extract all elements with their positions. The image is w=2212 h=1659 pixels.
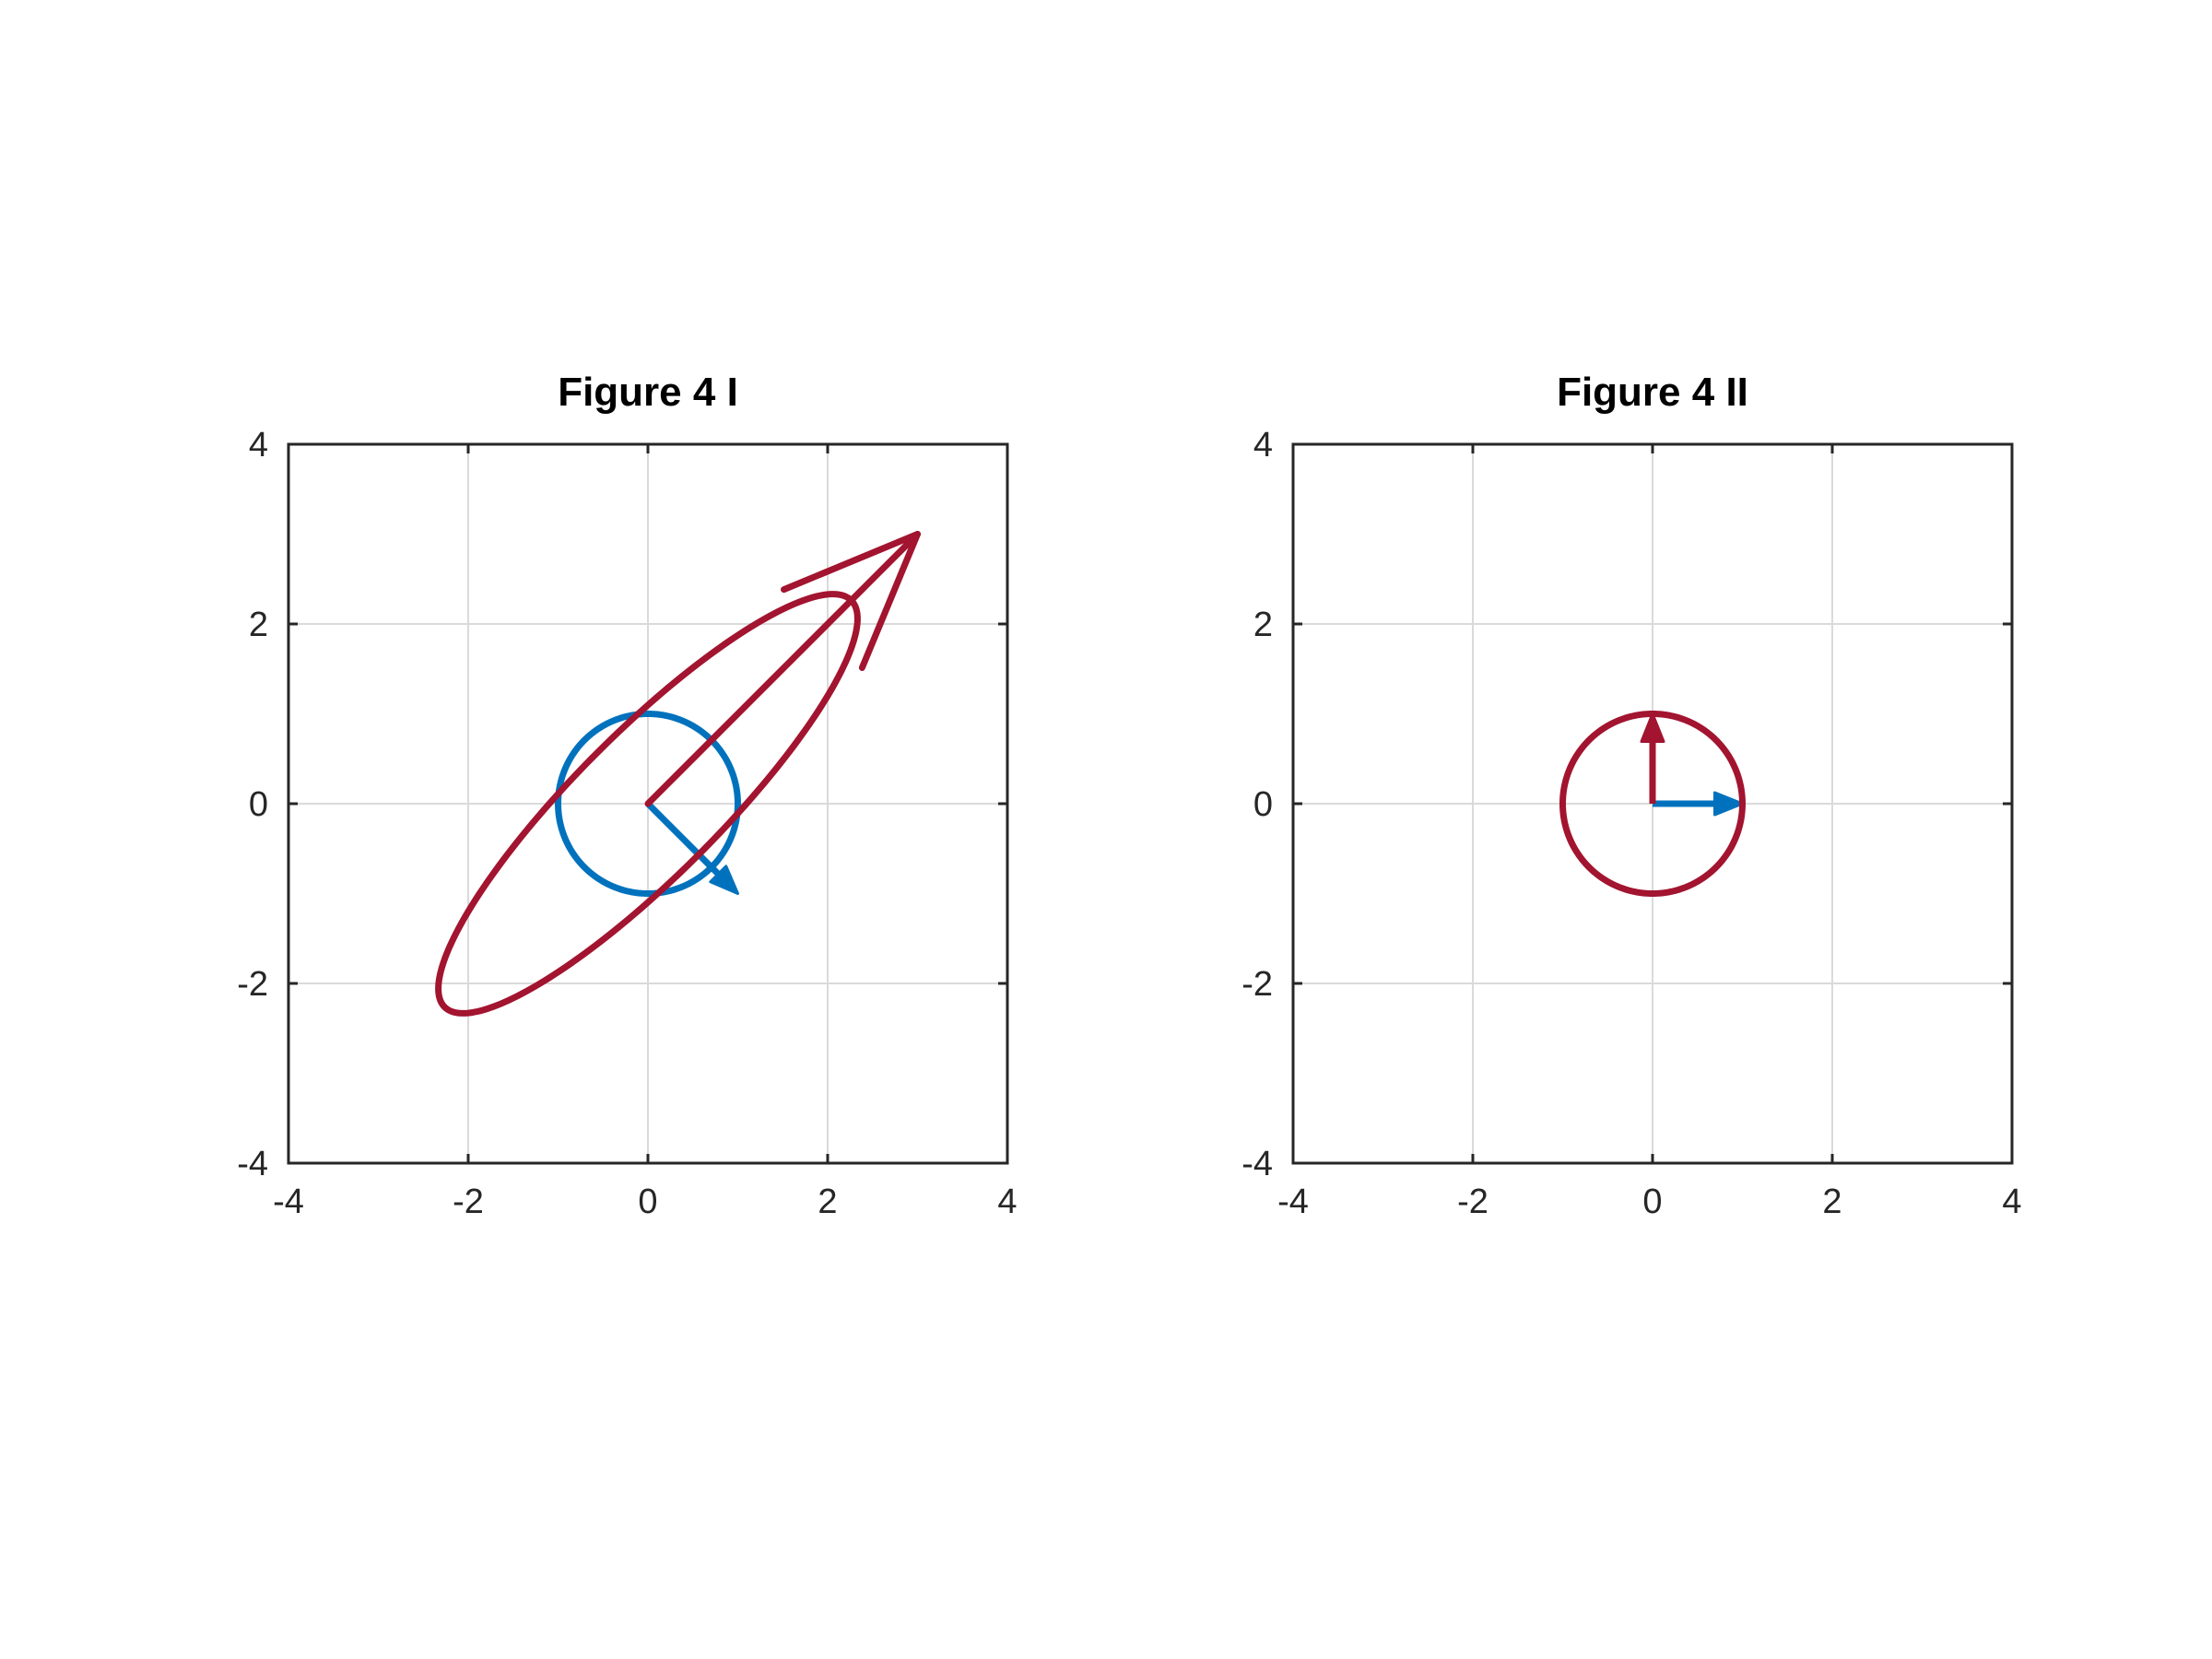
y-tick-label: 0 (1253, 785, 1273, 824)
y-tick-label: -2 (1241, 965, 1273, 1004)
x-tick-label: -2 (1457, 1182, 1488, 1221)
vector-arrow-head (709, 865, 739, 895)
y-tick-label: -2 (237, 965, 268, 1004)
x-tick-label: -4 (273, 1182, 304, 1221)
vector-arrow-head (1713, 791, 1744, 817)
vector-arrow-shaft (644, 531, 921, 807)
vector-arrow-shaft (645, 801, 721, 877)
data-layer (435, 531, 921, 1017)
data-layer (1559, 711, 1746, 897)
x-tick-label: 4 (2002, 1182, 2021, 1221)
vector-arrow-head (1640, 712, 1665, 743)
unit-circle-curve (555, 711, 741, 897)
y-tick-label: 4 (249, 426, 268, 465)
unit-circle-curve (1559, 711, 1746, 897)
x-tick-label: -4 (1277, 1182, 1309, 1221)
y-tick-label: 4 (1253, 426, 1273, 465)
plot-panel-figure-4-ii: Figure 4 II -4 -2 0 2 4 -4 -2 0 2 4 (1241, 370, 2021, 1221)
y-tick-label: 2 (1253, 606, 1273, 644)
chart-title: Figure 4 I (558, 370, 738, 415)
x-tick-label: 0 (1642, 1182, 1662, 1221)
x-tick-label: 4 (997, 1182, 1017, 1221)
ellipse-curve (435, 591, 861, 1017)
y-tick-label: 0 (249, 785, 268, 824)
x-tick-label: -2 (453, 1182, 484, 1221)
chart-title: Figure 4 II (1557, 370, 1748, 415)
y-tick-label: -4 (1241, 1145, 1273, 1183)
vector-arrow-head (781, 531, 921, 671)
x-tick-label: 0 (638, 1182, 657, 1221)
y-tick-label: 2 (249, 606, 268, 644)
x-tick-label: 2 (818, 1182, 837, 1221)
x-tick-label: 2 (1822, 1182, 1841, 1221)
y-tick-label: -4 (237, 1145, 268, 1183)
plot-panel-figure-4-i: Figure 4 I -4 -2 0 2 4 -4 -2 0 2 4 (237, 370, 1017, 1221)
